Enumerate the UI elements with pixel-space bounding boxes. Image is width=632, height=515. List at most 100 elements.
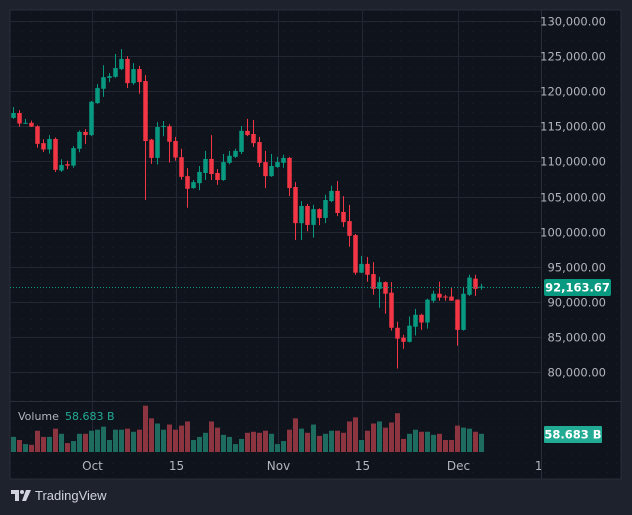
volume-bar: [47, 436, 52, 452]
volume-bar: [407, 433, 412, 452]
volume-bar: [257, 432, 262, 452]
candle-body: [389, 292, 394, 328]
time-tick-label: Dec: [447, 459, 470, 473]
volume-bar: [263, 430, 268, 452]
candle-body: [287, 157, 292, 189]
volume-bar: [413, 429, 418, 452]
candle-body: [293, 187, 298, 224]
candle: [209, 135, 214, 181]
candle-body: [197, 171, 202, 184]
candle-body: [113, 68, 118, 77]
candle-body: [167, 126, 172, 142]
candle: [95, 84, 100, 104]
volume-bar: [77, 433, 82, 452]
candle: [263, 150, 268, 189]
time-tick-label: 15: [535, 459, 550, 473]
dot-background: [10, 10, 621, 479]
candle: [293, 182, 298, 241]
candle: [407, 316, 412, 343]
volume-bar: [239, 438, 244, 452]
candle-body: [407, 325, 412, 342]
volume-bar: [365, 430, 370, 452]
volume-bar: [119, 429, 124, 452]
last-price-label: 92,163.67: [545, 281, 610, 295]
volume-bar: [395, 413, 400, 452]
candle-body: [95, 88, 100, 104]
volume-bar: [191, 440, 196, 452]
candle: [329, 185, 334, 203]
candle: [101, 65, 106, 97]
volume-bar: [143, 405, 148, 452]
candle: [143, 75, 148, 201]
candle: [23, 118, 28, 124]
candle-body: [281, 157, 286, 163]
candle: [245, 118, 250, 137]
candle-body: [11, 112, 16, 118]
candle: [347, 204, 352, 247]
price-axis[interactable]: 130,000.00 125,000.00 120,000.00 115,000.00…: [540, 15, 606, 380]
candle-body: [341, 211, 346, 223]
volume-legend-value: 58.683 B: [65, 410, 115, 423]
candle: [125, 56, 130, 89]
volume-bar: [233, 444, 238, 452]
candle-body: [155, 127, 160, 158]
volume-bar: [383, 427, 388, 452]
volume-bar: [389, 422, 394, 452]
tradingview-brand[interactable]: TradingView: [11, 488, 107, 503]
candle-body: [269, 165, 274, 177]
price-tick-label: 90,000.00: [547, 296, 606, 310]
candle: [197, 165, 202, 191]
candle-body: [245, 130, 250, 136]
candle: [155, 122, 160, 165]
candle-body: [23, 122, 28, 124]
candle-body: [413, 314, 418, 327]
volume-bar: [437, 433, 442, 452]
candle: [287, 156, 292, 197]
candle: [305, 203, 310, 232]
candle: [269, 154, 274, 177]
candle-body: [137, 69, 142, 83]
candle-body: [377, 282, 382, 289]
volume-bar: [431, 434, 436, 452]
candle: [341, 196, 346, 228]
candle: [179, 148, 184, 180]
candle: [59, 159, 64, 172]
candle-body: [77, 131, 82, 149]
candle-body: [425, 299, 430, 323]
candle-body: [17, 112, 22, 124]
candle: [257, 136, 262, 168]
candle-body: [179, 157, 184, 177]
candle-body: [323, 200, 328, 218]
candle-body: [47, 138, 52, 150]
candle: [227, 150, 232, 165]
candle-body: [227, 155, 232, 163]
volume-bar: [323, 433, 328, 452]
volume-bar: [305, 432, 310, 452]
candle: [443, 294, 448, 301]
volume-bar: [251, 431, 256, 452]
candle: [53, 137, 58, 172]
candle: [317, 208, 322, 226]
volume-bar: [341, 432, 346, 452]
candle: [323, 194, 328, 224]
volume-bar: [101, 426, 106, 452]
candle-body: [41, 143, 46, 150]
candle-body: [131, 69, 136, 84]
volume-bar: [419, 431, 424, 452]
volume-bar: [89, 430, 94, 452]
candle: [467, 274, 472, 296]
time-axis[interactable]: Oct 15 Nov 15 Dec 15: [82, 459, 550, 473]
price-tick-label: 105,000.00: [540, 191, 606, 205]
candle-body: [149, 139, 154, 158]
candle-body: [365, 263, 370, 275]
candle: [35, 125, 40, 148]
candle: [149, 138, 154, 164]
candle: [161, 121, 166, 137]
candle-body: [251, 134, 256, 144]
candle-body: [191, 182, 196, 189]
volume-legend-label: Volume: [18, 410, 59, 423]
candle: [167, 124, 172, 163]
volume-legend[interactable]: Volume 58.683 B: [18, 410, 115, 423]
price-tick-label: 125,000.00: [540, 50, 606, 64]
